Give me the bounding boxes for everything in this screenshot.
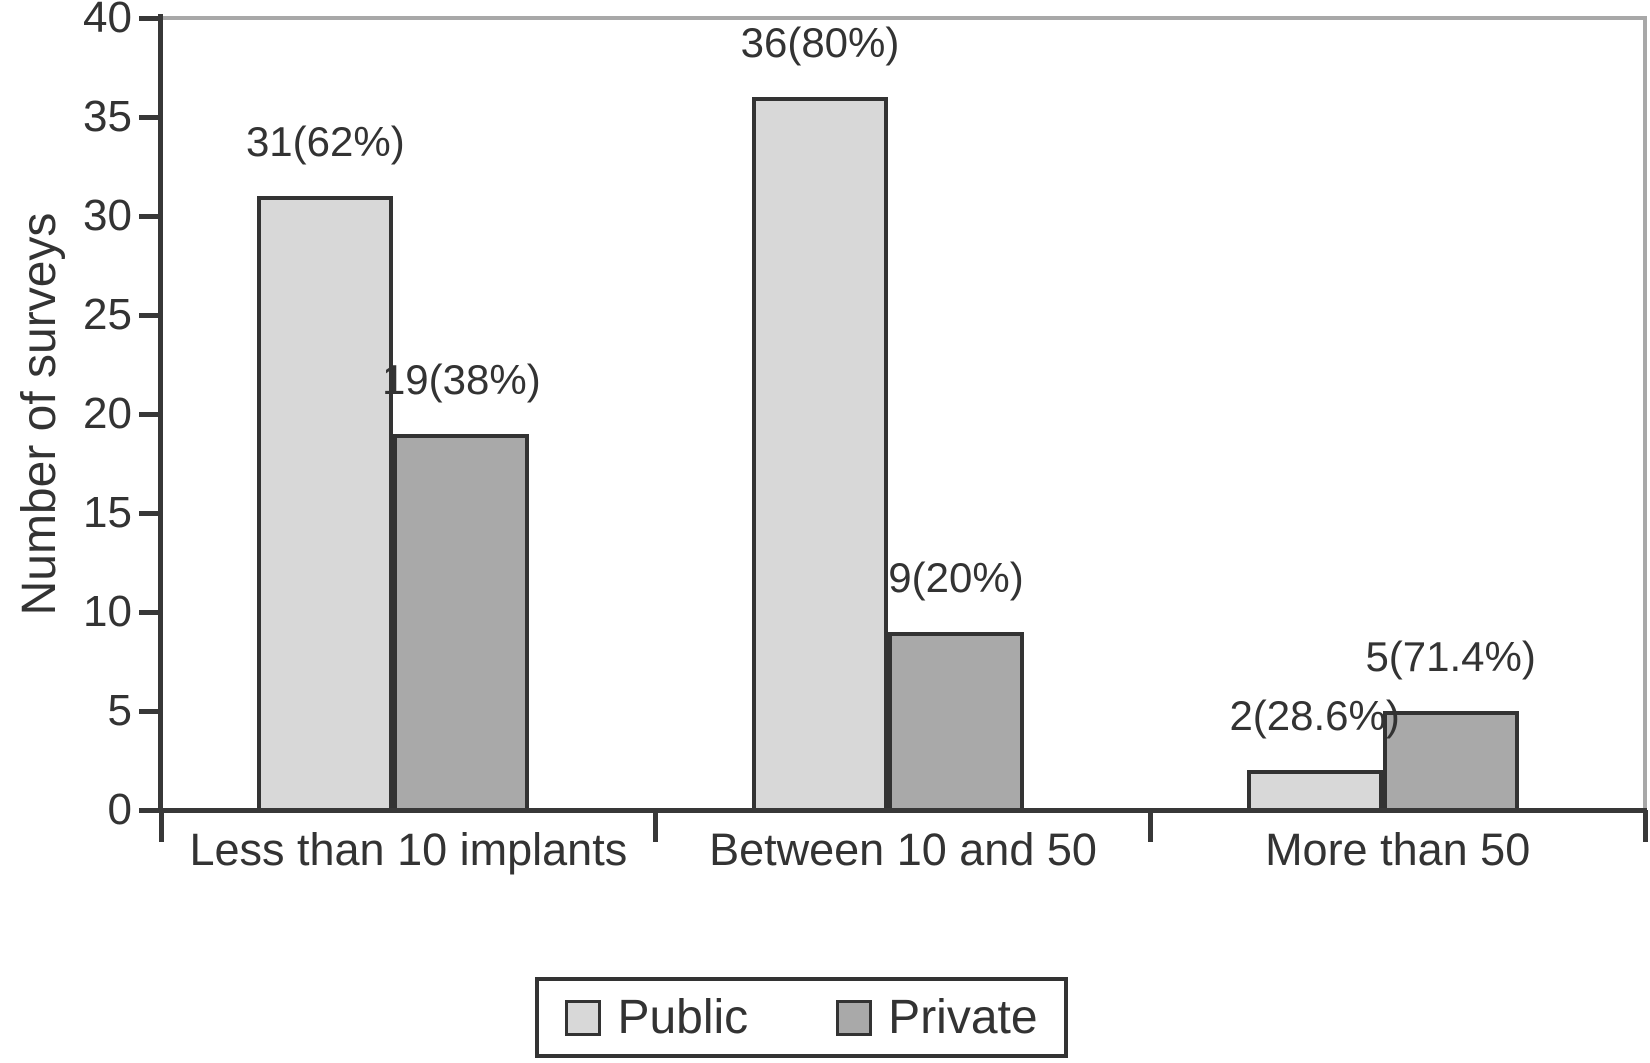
y-tick [139, 114, 161, 120]
x-tick [1147, 810, 1153, 842]
x-tick [158, 810, 164, 842]
bar-public-group3 [1246, 770, 1383, 812]
bar-value-label-private-group2: 9(20%) [888, 553, 1024, 601]
legend-label-private: Private [888, 990, 1038, 1044]
category-label-group2: Between 10 and 50 [709, 824, 1097, 875]
public-swatch-icon [565, 999, 602, 1036]
bar-public-group2 [752, 97, 888, 812]
private-swatch-icon [836, 999, 873, 1036]
bar-value-label-public-group3: 2(28.6%) [1229, 692, 1400, 740]
bar-value-label-private-group3: 5(71.4%) [1365, 633, 1536, 680]
y-tick [139, 15, 161, 21]
legend-item-public: Public [565, 990, 749, 1044]
bar-value-label-public-group2: 36(80%) [740, 19, 900, 67]
category-label-group3: More than 50 [1265, 824, 1531, 875]
y-tick-label: 0 [107, 785, 132, 834]
y-tick-label: 15 [83, 488, 132, 537]
y-tick [139, 609, 161, 615]
category-label-group1: Less than 10 implants [189, 824, 628, 875]
y-tick-label: 40 [83, 0, 132, 42]
bar-value-label-private-group1: 19(38%) [381, 355, 541, 403]
plot-right-frame-line [1643, 16, 1647, 813]
x-axis-line [158, 808, 1647, 813]
bar-private-group1 [393, 433, 530, 812]
bar-value-label-public-group1: 31(62%) [245, 118, 405, 166]
y-tick [139, 213, 161, 219]
y-tick [139, 411, 161, 417]
legend-label-public: Public [617, 990, 749, 1044]
y-tick [139, 708, 161, 714]
legend: Public Private [535, 977, 1068, 1058]
x-tick [653, 810, 659, 842]
y-axis-title: Number of surveys [13, 212, 66, 616]
y-tick-label: 20 [83, 389, 132, 438]
x-tick [1642, 810, 1648, 842]
y-tick-label: 35 [83, 92, 132, 141]
legend-item-private: Private [836, 990, 1038, 1044]
y-tick-label: 25 [83, 290, 132, 339]
y-tick [139, 312, 161, 318]
bar-public-group1 [257, 196, 394, 812]
plot-top-frame-line [158, 16, 1647, 20]
bar-private-group2 [888, 631, 1024, 812]
y-tick-label: 10 [83, 587, 132, 636]
y-tick [139, 510, 161, 516]
y-tick [139, 807, 161, 813]
y-tick-label: 30 [83, 191, 132, 240]
y-tick-label: 5 [107, 686, 132, 735]
